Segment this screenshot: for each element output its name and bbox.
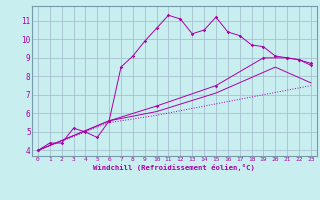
- X-axis label: Windchill (Refroidissement éolien,°C): Windchill (Refroidissement éolien,°C): [93, 164, 255, 171]
